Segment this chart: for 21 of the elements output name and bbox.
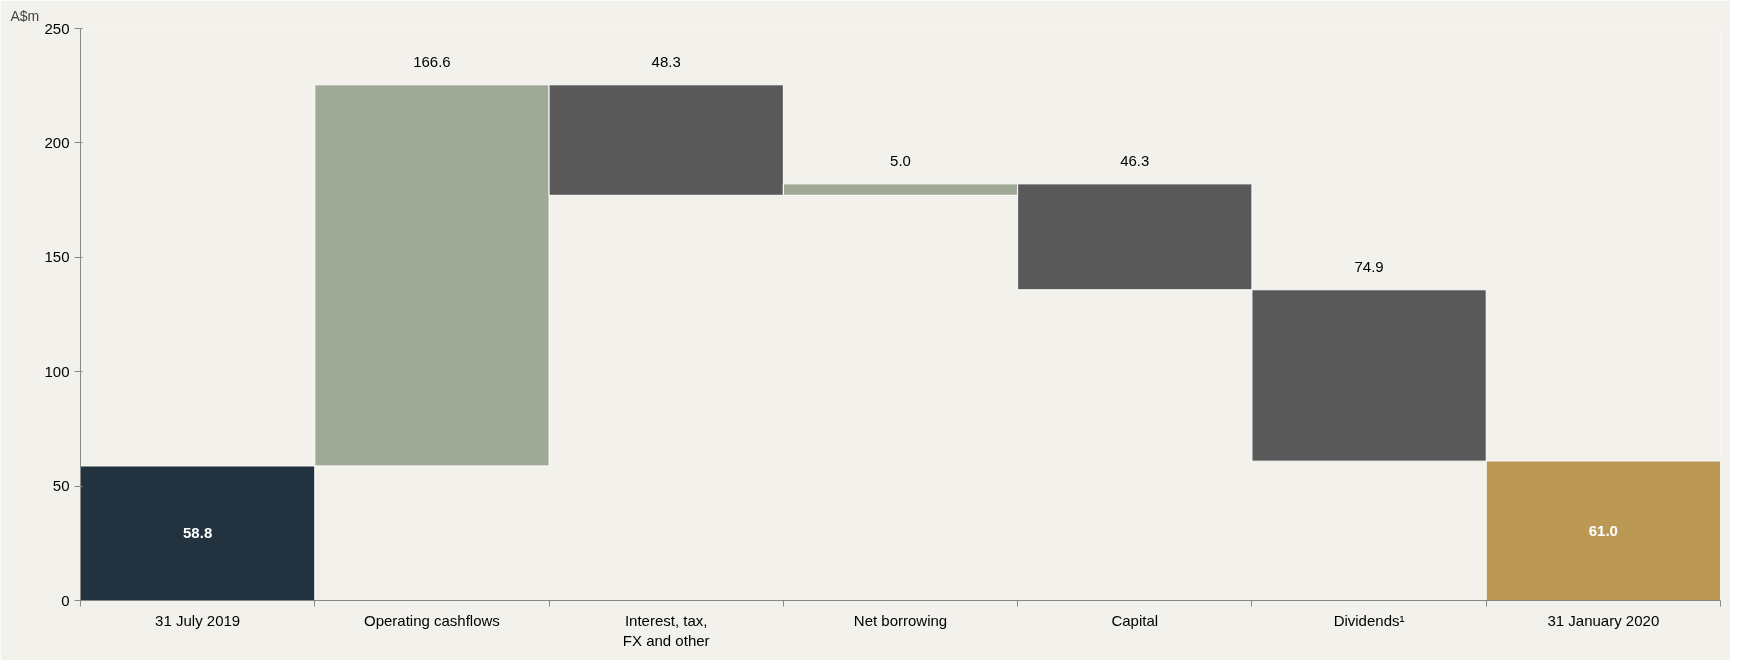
- x-tick-label: Capital: [1111, 611, 1159, 629]
- data-label: 48.3: [651, 52, 681, 70]
- x-tick-label: 31 July 2019: [155, 611, 241, 629]
- y-tick-label: 200: [44, 133, 70, 151]
- x-tick-label: Interest, tax, FX and other: [622, 611, 710, 649]
- data-label: 46.3: [1120, 151, 1150, 169]
- data-label: 58.8: [183, 524, 213, 542]
- y-tick-label: 100: [44, 362, 70, 380]
- x-tick-label: Net borrowing: [853, 611, 948, 629]
- x-tick-label: 31 January 2020: [1547, 611, 1660, 629]
- data-label: 5.0: [890, 151, 911, 169]
- data-label: 166.6: [413, 52, 451, 70]
- y-tick-label: 50: [52, 477, 70, 495]
- y-tick-label: 250: [44, 19, 70, 37]
- data-label: 74.9: [1354, 257, 1384, 275]
- y-axis-title: A$m: [10, 7, 40, 24]
- x-tick-label: Dividends¹: [1333, 611, 1405, 629]
- data-label: 61.0: [1588, 521, 1618, 539]
- y-tick-label: 0: [61, 591, 70, 609]
- y-tick-label: 150: [44, 248, 70, 266]
- x-tick-label: Operating cashflows: [363, 611, 500, 629]
